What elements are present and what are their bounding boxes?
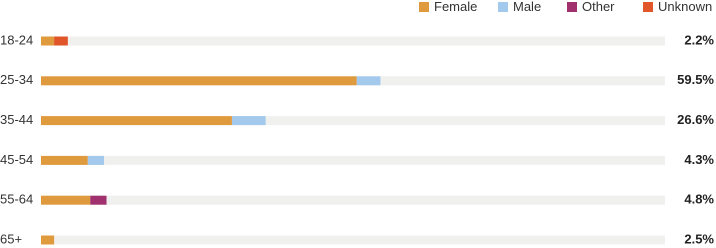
y-tick-label: 25-34 [0,72,33,87]
total-label: 4.8% [684,192,714,207]
total-label: 59.5% [677,72,714,87]
bar-segment [87,155,105,165]
bar-track [41,36,665,46]
legend-swatch [498,2,508,12]
legend-label: Unknown [658,0,712,14]
legend-swatch [643,2,653,12]
bar-segment [356,76,381,86]
bar-track [41,235,665,245]
bar-segment [41,76,357,86]
y-tick-label: 18-24 [0,32,33,47]
legend-label: Female [434,0,477,14]
bar-segment [231,116,266,126]
bar-track [41,116,665,126]
y-tick-label: 45-54 [0,152,33,167]
bar-segment [41,36,55,46]
legend-label: Other [582,0,615,14]
legend-swatch [419,2,429,12]
bar-track [41,155,665,165]
bar-track [41,195,665,205]
total-label: 4.3% [684,152,714,167]
bar-segment [54,36,68,46]
y-tick-label: 65+ [0,231,22,246]
total-label: 26.6% [677,112,714,127]
bar-segment [41,116,232,126]
bar-segment [41,155,88,165]
legend-swatch [567,2,577,12]
total-label: 2.5% [684,231,714,246]
legend-label: Male [513,0,541,14]
bar-segment [41,195,91,205]
y-tick-label: 55-64 [0,192,33,207]
total-label: 2.2% [684,32,714,47]
bar-segment [41,235,55,245]
y-tick-label: 35-44 [0,112,33,127]
bar-segment [90,195,107,205]
